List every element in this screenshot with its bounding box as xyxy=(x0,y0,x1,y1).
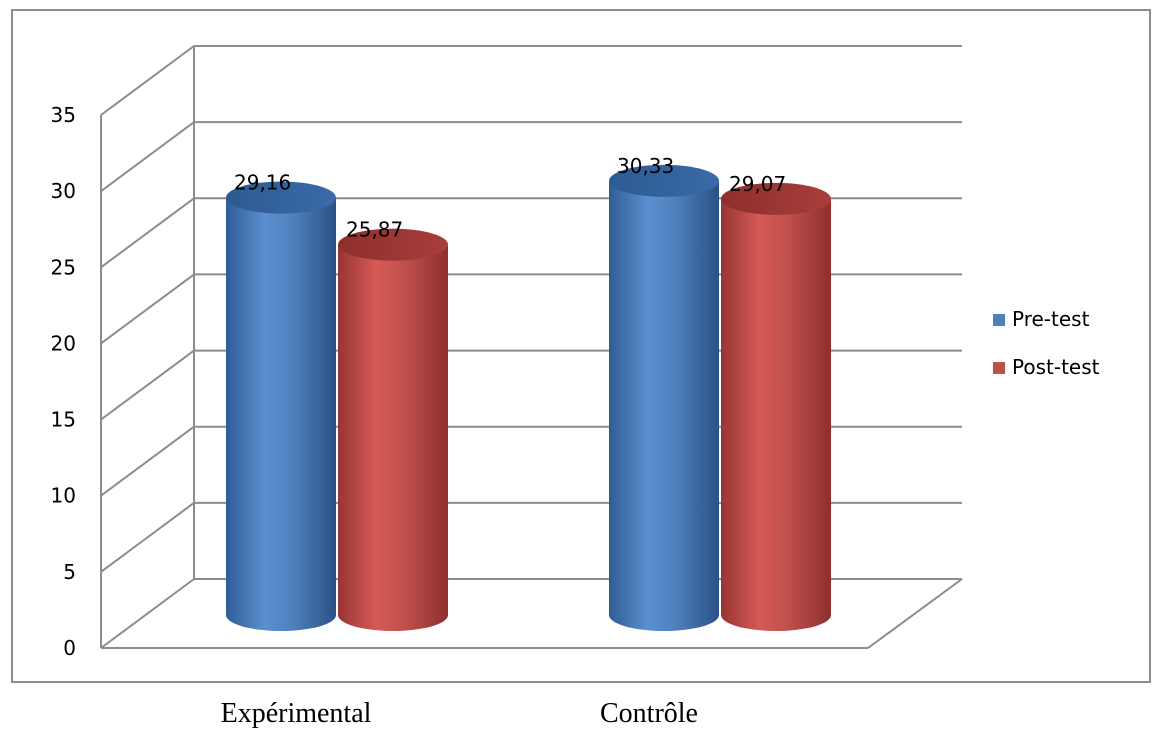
legend: Pre-test Post-test xyxy=(993,307,1100,379)
bar-post-test-experimental-top xyxy=(338,228,448,261)
data-label-post-test-0: 25,87 xyxy=(346,218,403,242)
bar-pre-test-experimental xyxy=(226,181,336,631)
bar-post-test-controle-top xyxy=(721,182,831,215)
y-tick-label: 30 xyxy=(51,179,76,203)
floor-right-edge xyxy=(867,578,963,649)
bar-pre-test-experimental-body xyxy=(226,197,336,631)
y-tick-label: 25 xyxy=(51,255,76,279)
bar-pre-test-controle xyxy=(609,164,719,631)
bar-pre-test-controle-top xyxy=(609,164,719,197)
y-tick-label: 20 xyxy=(51,331,76,355)
legend-swatch-pre-test xyxy=(993,314,1005,326)
category-label-experimental: Expérimental xyxy=(220,698,372,729)
data-label-post-test-1: 29,07 xyxy=(729,172,786,196)
bar-post-test-experimental xyxy=(338,228,448,631)
data-label-pre-test-1: 30,33 xyxy=(617,154,674,178)
data-label-pre-test-0: 29,16 xyxy=(234,171,291,195)
y-tick-label: 10 xyxy=(51,484,76,508)
y-tick-label: 15 xyxy=(51,408,76,432)
bar-post-test-controle-body xyxy=(721,198,831,631)
bars-layer xyxy=(226,164,831,631)
bar-post-test-experimental-body xyxy=(338,244,448,631)
gridline-side-20 xyxy=(100,273,195,345)
gridline-side-15 xyxy=(100,349,195,421)
axis-layer: 0 5 10 15 20 25 30 35 xyxy=(51,103,102,660)
bar-pre-test-experimental-top xyxy=(226,181,336,214)
gridline-side-10 xyxy=(100,425,195,497)
gridline-side-0 xyxy=(100,578,195,649)
gridline-side-25 xyxy=(100,197,195,269)
legend-swatch-post-test xyxy=(993,362,1005,374)
y-tick-label: 5 xyxy=(63,560,76,584)
data-labels-layer: 29,16 25,87 30,33 29,07 xyxy=(234,154,786,242)
bar-pre-test-controle-body xyxy=(609,180,719,631)
legend-label-pre-test: Pre-test xyxy=(1012,307,1090,331)
category-label-controle: Contrôle xyxy=(600,698,698,729)
legend-label-post-test: Post-test xyxy=(1012,355,1100,379)
gridline-side-35 xyxy=(100,45,195,116)
y-tick-label: 35 xyxy=(51,103,76,127)
gridline-side-30 xyxy=(100,121,195,192)
bar-post-test-controle xyxy=(721,182,831,631)
gridline-side-5 xyxy=(100,502,195,573)
y-tick-label: 0 xyxy=(63,636,76,660)
